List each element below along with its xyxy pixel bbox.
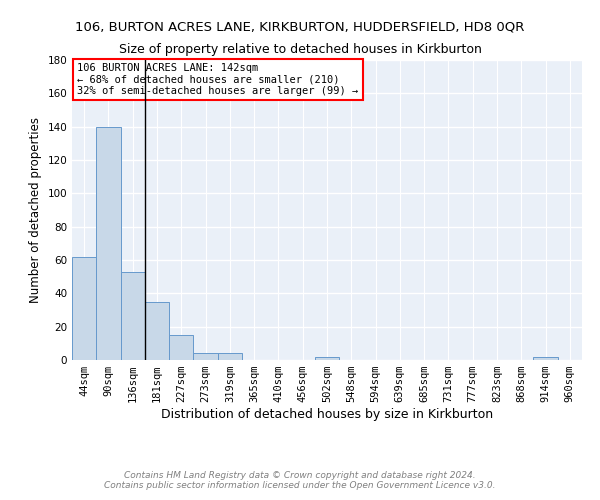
X-axis label: Distribution of detached houses by size in Kirkburton: Distribution of detached houses by size … [161,408,493,421]
Bar [218,354,242,360]
Bar [315,356,339,360]
Text: 106, BURTON ACRES LANE, KIRKBURTON, HUDDERSFIELD, HD8 0QR: 106, BURTON ACRES LANE, KIRKBURTON, HUDD… [76,20,524,33]
Bar [72,256,96,360]
Bar [96,126,121,360]
Y-axis label: Number of detached properties: Number of detached properties [29,117,42,303]
Bar [169,335,193,360]
Text: Size of property relative to detached houses in Kirkburton: Size of property relative to detached ho… [119,42,481,56]
Text: 106 BURTON ACRES LANE: 142sqm
← 68% of detached houses are smaller (210)
32% of : 106 BURTON ACRES LANE: 142sqm ← 68% of d… [77,63,358,96]
Bar [533,356,558,360]
Bar [121,272,145,360]
Text: Contains HM Land Registry data © Crown copyright and database right 2024.
Contai: Contains HM Land Registry data © Crown c… [104,470,496,490]
Bar [193,354,218,360]
Bar [145,302,169,360]
